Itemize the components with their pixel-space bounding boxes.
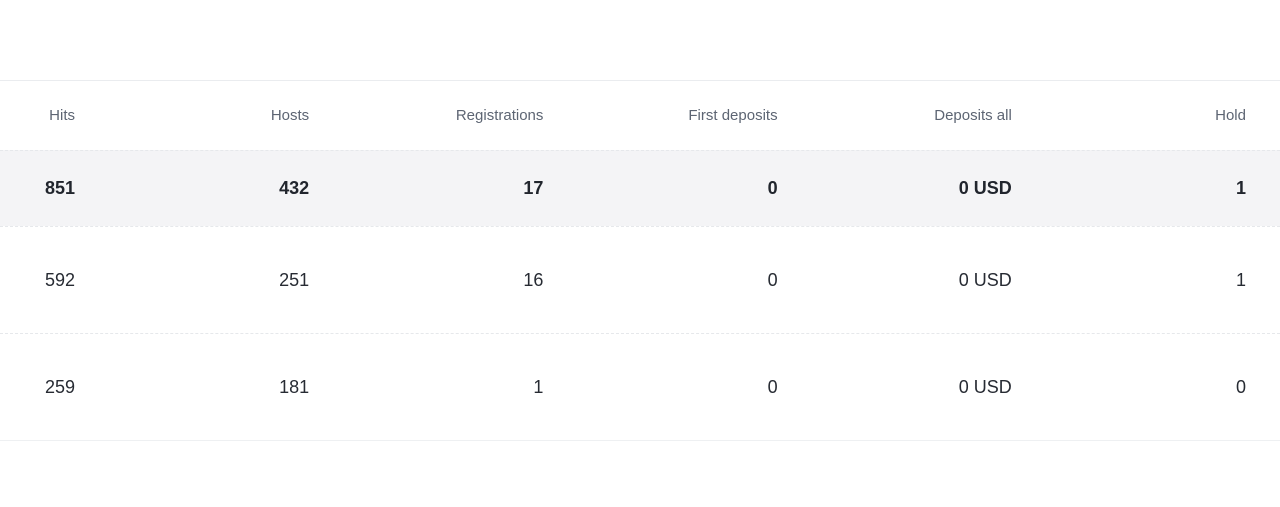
column-header-hold: Hold bbox=[1215, 107, 1246, 124]
cell-deposits-all: 0 USD bbox=[958, 269, 1012, 290]
column-header-hosts: Hosts bbox=[270, 107, 310, 124]
stats-table: Hits Hosts Registrations First deposits … bbox=[0, 80, 1280, 441]
totals-cell-hosts: 432 bbox=[279, 178, 310, 198]
column-header-registrations: Registrations bbox=[455, 107, 544, 124]
cell-first-deposits: 0 bbox=[767, 376, 778, 397]
totals-cell-registrations: 17 bbox=[523, 178, 544, 198]
top-spacer bbox=[0, 0, 1280, 80]
column-header-first-deposits: First deposits bbox=[688, 107, 778, 124]
totals-row: 851 432 17 0 0 USD 1 bbox=[0, 150, 1280, 226]
cell-hosts: 181 bbox=[279, 376, 310, 397]
column-header-deposits-all: Deposits all bbox=[934, 107, 1012, 124]
cell-hosts: 251 bbox=[279, 269, 310, 290]
column-header-hits: Hits bbox=[49, 107, 75, 124]
totals-cell-hits: 851 bbox=[44, 178, 75, 198]
table-row: 259 181 1 0 0 USD 0 bbox=[0, 333, 1280, 440]
cell-deposits-all: 0 USD bbox=[958, 376, 1012, 397]
cell-hits: 259 bbox=[44, 376, 75, 397]
totals-cell-deposits-all: 0 USD bbox=[958, 178, 1012, 198]
totals-cell-hold: 1 bbox=[1235, 178, 1246, 198]
cell-registrations: 16 bbox=[523, 269, 544, 290]
cell-hits: 592 bbox=[44, 269, 75, 290]
cell-registrations: 1 bbox=[533, 376, 544, 397]
cell-hold: 0 bbox=[1235, 376, 1246, 397]
table-row: 592 251 16 0 0 USD 1 bbox=[0, 226, 1280, 333]
cell-hold: 1 bbox=[1235, 269, 1246, 290]
totals-cell-first-deposits: 0 bbox=[767, 178, 778, 198]
table-header-row: Hits Hosts Registrations First deposits … bbox=[0, 81, 1280, 150]
cell-first-deposits: 0 bbox=[767, 269, 778, 290]
